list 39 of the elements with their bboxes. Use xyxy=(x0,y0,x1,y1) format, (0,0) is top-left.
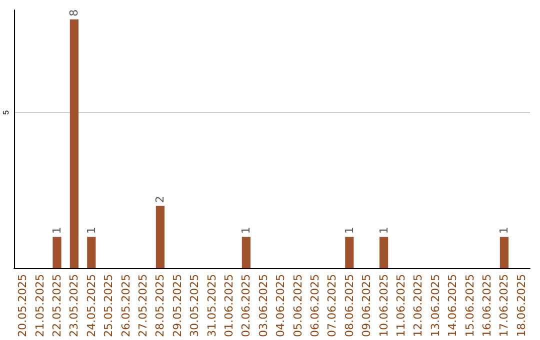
x-tick-label: 07.06.2025 xyxy=(326,274,339,337)
x-tick-label: 29.05.2025 xyxy=(170,274,184,337)
data-label: 1 xyxy=(377,226,390,234)
x-tick-label: 08.06.2025 xyxy=(342,274,356,337)
x-tick-label: 22.05.2025 xyxy=(50,274,64,337)
x-tick-label: 27.05.2025 xyxy=(136,274,150,337)
x-tick-label: 18.06.2025 xyxy=(514,274,528,337)
data-label: 1 xyxy=(498,226,511,234)
x-tick-label: 12.06.2025 xyxy=(412,274,425,337)
x-tick-label: 09.06.2025 xyxy=(360,274,374,337)
x-tick-label: 15.06.2025 xyxy=(463,274,476,337)
x-tick-label: 31.05.2025 xyxy=(205,274,218,337)
x-tick-label: 02.06.2025 xyxy=(240,274,253,337)
x-tick-label: 23.05.2025 xyxy=(68,274,81,337)
x-tick-label: 25.05.2025 xyxy=(102,274,116,337)
data-label: 2 xyxy=(154,196,167,203)
x-tick-label: 26.05.2025 xyxy=(119,274,132,337)
x-tick-label: 01.06.2025 xyxy=(222,274,236,337)
data-label: 1 xyxy=(84,226,98,234)
x-tick-label: 04.06.2025 xyxy=(274,274,288,337)
data-label: 1 xyxy=(240,226,253,234)
x-tick-label: 14.06.2025 xyxy=(446,274,460,337)
x-tick-label: 05.06.2025 xyxy=(291,274,304,337)
x-tick-label: 03.06.2025 xyxy=(256,274,270,337)
data-label: 1 xyxy=(50,226,64,234)
x-tick-label: 13.06.2025 xyxy=(428,274,442,337)
x-tick-label: 06.06.2025 xyxy=(308,274,322,337)
x-tick-label: 28.05.2025 xyxy=(154,274,167,337)
data-label: 8 xyxy=(68,9,81,16)
x-tick-label: 30.05.2025 xyxy=(188,274,202,337)
x-tick-label: 11.06.2025 xyxy=(394,274,408,337)
x-tick-label: 20.05.2025 xyxy=(16,274,30,337)
x-tick-label: 16.06.2025 xyxy=(480,274,494,337)
x-tick-label: 17.06.2025 xyxy=(498,274,511,337)
x-tick-label: 21.05.2025 xyxy=(33,274,46,337)
y-tick-label: 5 xyxy=(2,110,10,115)
x-tick-label: 10.06.2025 xyxy=(377,274,390,337)
data-label: 1 xyxy=(342,226,356,234)
x-tick-label: 24.05.2025 xyxy=(84,274,98,337)
